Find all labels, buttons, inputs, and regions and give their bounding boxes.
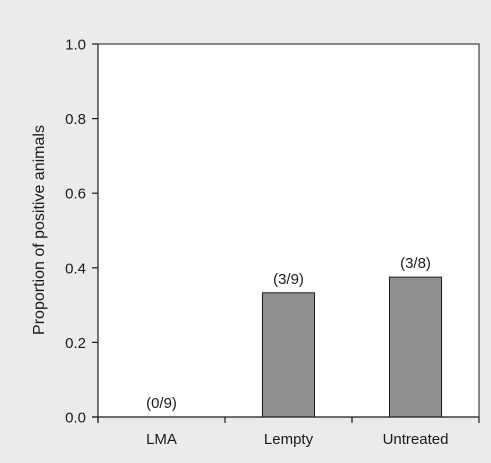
data-label-untreated: (3/8)	[400, 255, 431, 272]
y-tick-label: 0.4	[65, 260, 86, 277]
data-label-lma: (0/9)	[146, 395, 177, 412]
y-axis-ticks: 0.0 0.2 0.4 0.6 0.8 1.0	[65, 37, 98, 427]
bar-untreated	[388, 276, 443, 418]
x-axis-ticks: LMA Lempty Untreated	[97, 417, 480, 448]
data-labels-layer: (0/9) (3/9) (3/8)	[146, 255, 431, 412]
data-label-lempty: (3/9)	[273, 271, 304, 288]
x-tick-label: LMA	[146, 431, 177, 448]
y-tick-label: 0.6	[65, 186, 86, 203]
y-tick-label: 1.0	[65, 37, 86, 54]
y-tick-label: 0.8	[65, 111, 86, 128]
plot-frame	[97, 43, 480, 418]
x-tick-label: Untreated	[383, 431, 449, 448]
bars-layer	[261, 276, 443, 418]
bar-lempty	[261, 292, 316, 418]
y-tick-label: 0.0	[65, 410, 86, 427]
y-axis-label: Proportion of positive animals	[31, 125, 48, 335]
y-tick-label: 0.2	[65, 335, 86, 352]
x-tick-label: Lempty	[264, 431, 314, 448]
